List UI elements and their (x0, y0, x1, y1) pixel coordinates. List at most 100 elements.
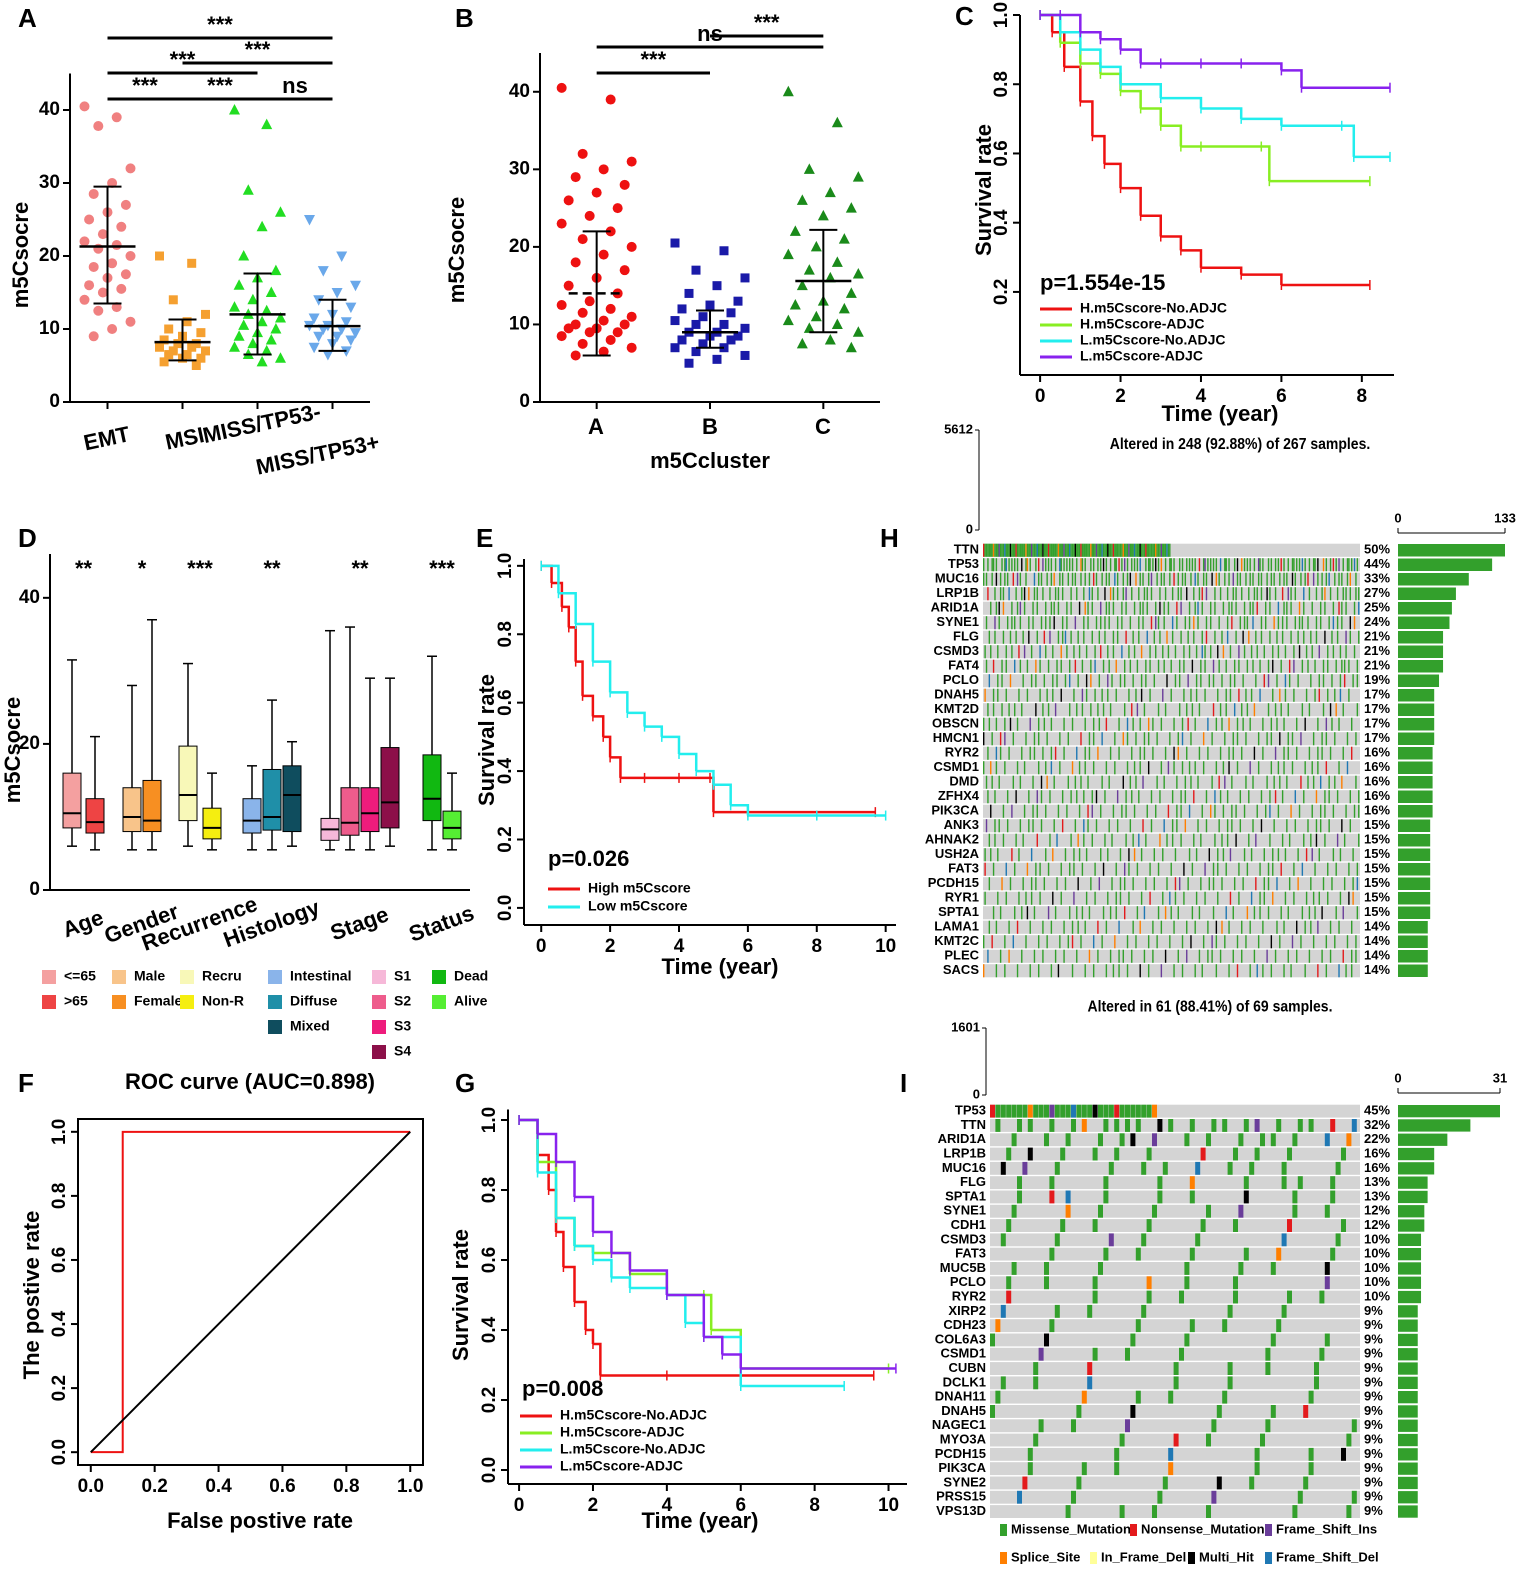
mutation-cell (1108, 601, 1110, 615)
mutation-cell (1265, 601, 1267, 615)
mutation-cell (1229, 645, 1232, 659)
mutation-cell (991, 732, 993, 746)
mutation-cell (1054, 703, 1057, 717)
mutation-cell (1269, 790, 1271, 804)
mutation-cell (1291, 732, 1294, 746)
mutation-cell (1135, 688, 1137, 702)
mutation-cell (1226, 790, 1229, 804)
gene-label: PCLO (943, 672, 979, 687)
mutation-cell (1228, 761, 1230, 775)
mutation-cell (1308, 587, 1311, 601)
mutation-cell (1356, 862, 1359, 876)
mutation-cell (1129, 616, 1132, 630)
mutation-cell (1015, 833, 1017, 847)
point (261, 344, 273, 356)
mutation-cell (1249, 761, 1251, 775)
mutation-cell (1301, 862, 1304, 876)
mutation-cell (1267, 674, 1270, 688)
mutation-cell (994, 543, 996, 557)
mutation-cell (1281, 587, 1284, 601)
mutation-cell (1226, 587, 1229, 601)
mutation-cell (1009, 543, 1012, 557)
mutation-cell (1317, 761, 1319, 775)
mutation-cell (1331, 717, 1333, 731)
mutation-cell (1321, 746, 1323, 760)
row-background (983, 717, 1360, 731)
mutation-cell (1228, 717, 1230, 731)
mutation-cell (1150, 572, 1153, 586)
mutation-cell (1212, 674, 1215, 688)
legend-label: H.m5Cscore-No.ADJC (1080, 300, 1227, 316)
mutation-cell (1311, 848, 1313, 862)
mutation-cell (1070, 790, 1072, 804)
y-axis-label: m5Csocre (444, 197, 469, 303)
mutation-cell (1081, 1462, 1087, 1476)
mutation-cell (1054, 543, 1057, 557)
row-background (990, 1505, 1360, 1518)
mutation-cell (1156, 543, 1158, 557)
mutation-cell (1026, 558, 1029, 572)
mutation-cell (1111, 674, 1113, 688)
mutation-cell (1054, 746, 1057, 760)
mutation-cell (1349, 819, 1351, 833)
mutation-cell (1274, 949, 1277, 963)
mutation-cell (1046, 572, 1048, 586)
mutation-cell (1132, 674, 1134, 688)
point (322, 350, 334, 361)
legend-label: Dead (454, 968, 488, 984)
mutation-cell (1139, 964, 1141, 978)
mutation-cell (1006, 790, 1009, 804)
count-bar (1398, 1162, 1435, 1175)
mutation-cell (1076, 543, 1078, 557)
mutation-cell (1091, 587, 1093, 601)
gene-label: KMT2D (934, 701, 979, 716)
mutation-cell (1032, 819, 1034, 833)
mutation-cell (1032, 601, 1034, 615)
mutation-cell (1146, 1104, 1152, 1118)
mutation-cell (1338, 964, 1340, 978)
mutation-cell (1207, 746, 1209, 760)
mutation-cell (1210, 601, 1212, 615)
mutation-cell (1121, 601, 1123, 615)
mutation-cell (1016, 558, 1019, 572)
box (282, 765, 302, 833)
point (88, 261, 99, 272)
mutation-cell (1341, 1447, 1346, 1461)
mutation-cell (1339, 891, 1342, 905)
mutation-cell (1057, 804, 1060, 818)
mutation-cell (1270, 964, 1273, 978)
mutation-cell (1202, 558, 1205, 572)
mutation-cell (1286, 819, 1288, 833)
mutation-cell (1073, 848, 1075, 862)
point (619, 179, 630, 190)
mutation-cell (1077, 877, 1079, 891)
legend-swatch (268, 995, 282, 1009)
point (191, 361, 201, 370)
mutation-cell (1097, 587, 1099, 601)
mutation-cell (1276, 674, 1278, 688)
mutation-cell (1104, 587, 1106, 601)
mutation-cell (1115, 688, 1117, 702)
mutation-cell (995, 543, 998, 557)
gene-label: FAT4 (948, 658, 980, 673)
point (84, 214, 95, 225)
mutation-cell (1346, 1505, 1352, 1518)
mutation-cell (1026, 906, 1029, 920)
survival-step (703, 1293, 713, 1330)
percent-label: 9% (1364, 1303, 1383, 1318)
count-bar (1398, 703, 1435, 716)
row-background (983, 935, 1360, 949)
mutation-cell (1217, 645, 1219, 659)
legend-label: Intestinal (290, 968, 351, 984)
mutation-cell (1252, 659, 1254, 673)
mutation-cell (1037, 935, 1040, 949)
mutation-cell (985, 572, 988, 586)
mutation-cell (1047, 862, 1050, 876)
mutation-cell (1118, 920, 1120, 934)
legend-label: In_Frame_Del (1101, 1549, 1186, 1564)
mutation-cell (1037, 732, 1040, 746)
mutation-cell (1071, 964, 1074, 978)
point (824, 186, 836, 198)
legend-swatch (372, 970, 386, 984)
count-bar (1398, 544, 1505, 557)
